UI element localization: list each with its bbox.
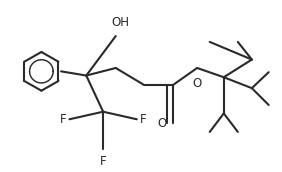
Text: F: F	[60, 113, 67, 126]
Text: F: F	[100, 155, 106, 168]
Text: F: F	[140, 113, 146, 126]
Text: O: O	[193, 77, 202, 90]
Text: O: O	[157, 117, 166, 130]
Text: OH: OH	[111, 16, 129, 29]
